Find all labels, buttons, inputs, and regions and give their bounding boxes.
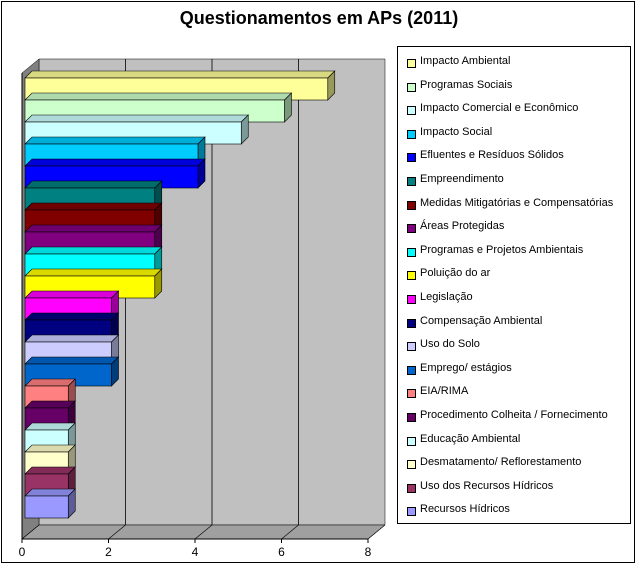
legend-label: Uso dos Recursos Hídricos [420, 479, 554, 492]
legend-label: Impacto Social [420, 125, 493, 138]
floor-gridline [367, 524, 386, 540]
legend-swatch [407, 342, 416, 352]
legend-item: EIA/RIMA [398, 385, 630, 401]
floor-gridline [194, 524, 213, 540]
legend-swatch [407, 247, 416, 257]
legend-swatch [407, 295, 416, 304]
x-tick-label: 2 [105, 545, 112, 559]
legend-swatch [407, 318, 416, 328]
legend-label: Medidas Mitigatórias e Compensatórias [420, 196, 614, 209]
legend-label: Programas Sociais [420, 78, 513, 91]
legend-item: Poluição do ar [398, 267, 630, 283]
legend-item: Programas e Projetos Ambientais [398, 243, 630, 260]
x-tick-label: 8 [365, 545, 372, 559]
legend-label: Uso do Solo [420, 338, 480, 351]
legend-item: Desmatamento/ Reflorestamento [398, 456, 630, 472]
bar-14 [24, 356, 120, 387]
legend-swatch [407, 200, 416, 210]
floor-gridline [108, 524, 126, 540]
legend-label: EIA/RIMA [420, 385, 469, 398]
legend-label: Procedimento Colheita / Fornecimento [420, 409, 608, 421]
legend-item: Programas Sociais [398, 78, 630, 95]
legend-label: Efluentes e Resíduos Sólidos [420, 149, 564, 162]
legend-item: Uso dos Recursos Hídricos [398, 479, 630, 496]
x-tick-label: 4 [192, 545, 199, 559]
legend-swatch [407, 460, 416, 470]
legend-label: Empreendimento [420, 173, 504, 185]
chart-legend: Impacto Ambiental Programas Sociais Impact… [397, 46, 631, 524]
legend-item: Impacto Comercial e Econômico [398, 102, 630, 118]
legend-item: Legislação [398, 291, 630, 307]
legend-swatch [407, 129, 416, 139]
legend-label: Emprego/ estágios [420, 361, 512, 374]
floor-gridline [21, 524, 40, 540]
legend-swatch [407, 413, 416, 422]
legend-swatch [407, 106, 416, 116]
legend-label: Desmatamento/ Reflorestamento [420, 456, 582, 469]
x-tick-label: 0 [19, 545, 26, 559]
legend-label: Poluição do ar [420, 267, 491, 280]
legend-item: Impacto Social [398, 125, 630, 142]
legend-item: Impacto Ambiental [398, 55, 630, 71]
legend-label: Programas e Projetos Ambientais [420, 243, 584, 256]
legend-item: Empreendimento [398, 173, 630, 189]
legend-swatch [407, 82, 416, 92]
legend-swatch [407, 153, 416, 163]
legend-item: Áreas Protegidas [398, 220, 630, 236]
legend-label: Educação Ambiental [420, 432, 521, 445]
legend-label: Legislação [420, 291, 473, 303]
chart-title: Questionamentos em APs (2011) [179, 8, 459, 28]
legend-swatch [407, 59, 416, 68]
legend-swatch [407, 177, 416, 186]
legend-swatch [407, 483, 416, 493]
legend-item: Procedimento Colheita / Fornecimento [398, 409, 630, 425]
legend-label: Impacto Ambiental [420, 55, 511, 67]
legend-label: Áreas Protegidas [420, 220, 505, 233]
floor-gridline [281, 524, 299, 540]
legend-swatch [407, 389, 416, 399]
legend-item: Uso do Solo [398, 338, 630, 354]
legend-swatch [407, 224, 416, 234]
x-tick-label: 6 [278, 545, 285, 559]
legend-swatch [407, 507, 416, 517]
legend-item: Recursos Hídricos [398, 503, 630, 519]
legend-label: Compensação Ambiental [420, 314, 543, 327]
bar-20 [24, 488, 76, 519]
legend-label: Recursos Hídricos [420, 503, 510, 516]
legend-item: Educação Ambiental [398, 432, 630, 449]
legend-swatch [407, 436, 416, 446]
legend-label: Impacto Comercial e Econômico [420, 102, 579, 115]
legend-item: Compensação Ambiental [398, 314, 630, 331]
legend-item: Efluentes e Resíduos Sólidos [398, 149, 630, 165]
legend-swatch [407, 271, 416, 281]
legend-item: Medidas Mitigatórias e Compensatórias [398, 196, 630, 213]
legend-swatch [407, 365, 416, 375]
legend-item: Emprego/ estágios [398, 361, 630, 378]
